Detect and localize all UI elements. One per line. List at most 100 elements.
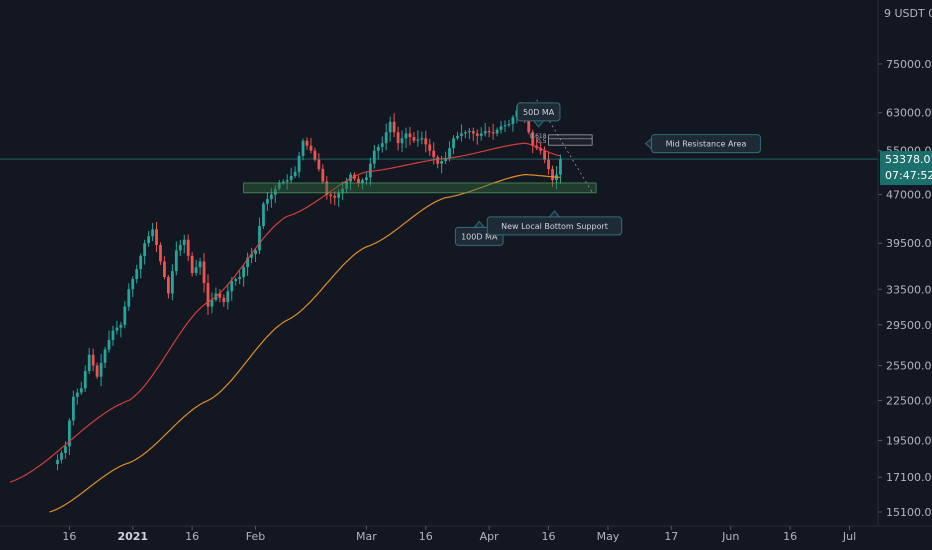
fib-label: 0.618 (529, 133, 546, 140)
candle (202, 253, 206, 293)
callout-label: 100D MA (461, 232, 498, 241)
candle-body (64, 446, 67, 453)
candle-body (464, 132, 467, 134)
callout-pointer (473, 220, 486, 228)
candle (127, 283, 131, 311)
candle-body (325, 181, 329, 195)
candle-body (404, 133, 408, 139)
candle (420, 131, 424, 145)
candle (155, 221, 158, 252)
candle-body (246, 257, 249, 268)
candle (123, 301, 127, 329)
candle-body (147, 236, 150, 244)
candle (388, 116, 392, 142)
candle (143, 239, 147, 265)
candle (487, 126, 491, 138)
candle-body (424, 138, 428, 145)
candle (60, 450, 63, 464)
candle-body (368, 163, 372, 178)
candle (531, 129, 535, 154)
candle-body (103, 349, 107, 363)
price-tick-label: 19500.00 (886, 435, 932, 448)
candle-body (230, 281, 234, 292)
candle (464, 130, 467, 139)
candle (75, 388, 79, 405)
candle-body (95, 365, 99, 377)
price-tick-label: 63000.00 (886, 107, 932, 120)
candle-body (487, 131, 491, 133)
price-tick-label: 17100.00 (886, 471, 932, 484)
candle (297, 151, 301, 178)
candle-body (491, 132, 495, 134)
support-zone (243, 182, 597, 194)
candle-body (139, 255, 143, 270)
candle (103, 346, 107, 369)
time-tick-label: Jun (721, 530, 739, 543)
candle (317, 153, 321, 172)
candle-body (380, 143, 384, 147)
candle (222, 294, 226, 307)
candle-body (341, 188, 345, 194)
candle (79, 381, 83, 395)
current-price-tag (880, 151, 932, 186)
candle (452, 135, 455, 155)
time-tick-label: 2021 (117, 530, 148, 543)
annotation-callout: Mid Resistance Area (644, 134, 761, 154)
candle-body (119, 324, 123, 328)
candle (547, 152, 550, 175)
fib-label: 0.5 (537, 138, 547, 145)
candle (131, 276, 135, 298)
candle (277, 179, 281, 191)
candle-body (551, 169, 554, 181)
candle (139, 253, 143, 279)
candle-body (151, 229, 154, 237)
candle (503, 120, 507, 133)
candle-body (559, 159, 562, 175)
candle (309, 137, 313, 154)
candle (333, 190, 337, 206)
candle (234, 277, 238, 286)
candle-body (321, 169, 325, 182)
candle (436, 155, 440, 169)
resistance-zone (548, 134, 593, 146)
candle-body (440, 161, 444, 164)
candle-body (483, 131, 487, 134)
candle-body (361, 180, 364, 183)
ma-line (49, 174, 561, 513)
candle-body (467, 131, 471, 133)
candle (111, 325, 115, 346)
candle (325, 176, 329, 200)
candle-body (444, 158, 447, 162)
candle-body (436, 157, 440, 164)
candle-body (313, 150, 317, 160)
candle-body (345, 181, 348, 189)
candle-body (460, 133, 463, 136)
candle-body (357, 178, 360, 183)
candle (392, 113, 396, 138)
candle-body (222, 297, 226, 303)
candle-body (277, 182, 281, 189)
candle (471, 127, 475, 142)
candle-body (396, 132, 400, 144)
candle-body (91, 354, 95, 366)
candle (190, 252, 194, 277)
time-tick-label: May (597, 530, 620, 543)
callout-pointer (548, 210, 561, 218)
candle (226, 284, 230, 310)
candle-body (250, 254, 253, 258)
candle (329, 192, 333, 204)
candle-body (475, 133, 479, 136)
candle-body (56, 459, 59, 465)
price-tick-label: 47000.00 (886, 189, 932, 202)
candle (384, 123, 388, 151)
price-tick-label: 22500.00 (886, 395, 932, 408)
time-tick-label: 16 (542, 530, 556, 543)
candle-body (384, 132, 388, 144)
candle (71, 390, 75, 426)
candle-body (273, 188, 277, 195)
price-tick-label: 75000.00 (886, 58, 932, 71)
candle-body (79, 388, 83, 393)
candle-body (293, 171, 297, 176)
